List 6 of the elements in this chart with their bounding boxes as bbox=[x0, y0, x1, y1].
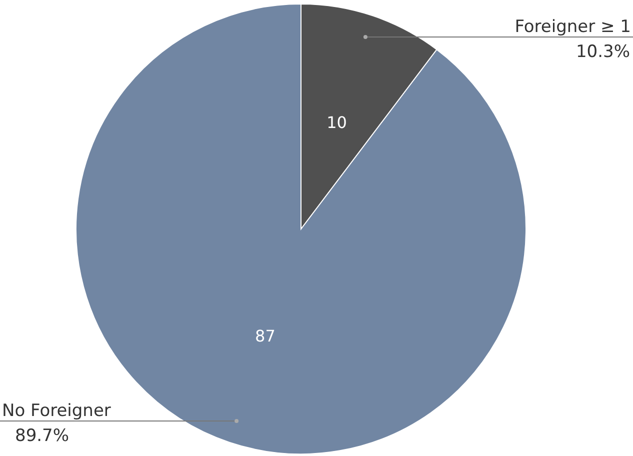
data-label: 10 bbox=[326, 112, 347, 132]
data-label: 87 bbox=[255, 326, 276, 346]
slice-label: Foreigner ≥ 1 bbox=[514, 17, 631, 38]
text: 10.3% bbox=[576, 42, 630, 62]
slice-label: No Foreigner bbox=[2, 400, 111, 421]
text: 89.7% bbox=[14, 426, 70, 446]
